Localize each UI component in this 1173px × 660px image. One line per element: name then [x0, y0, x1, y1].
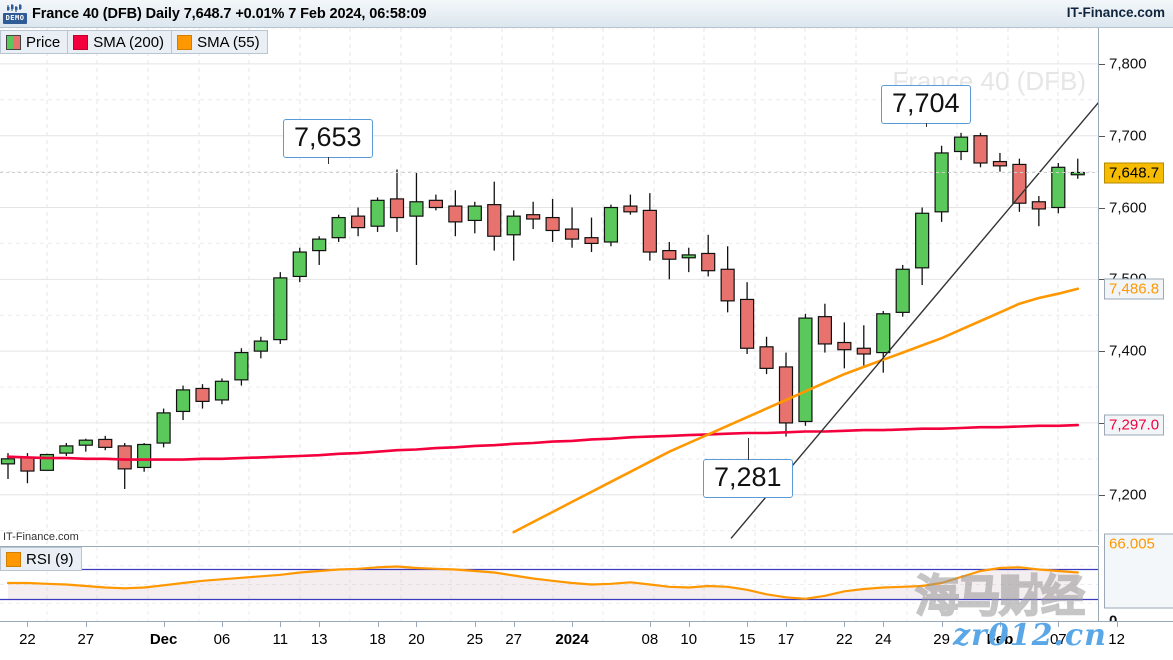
date-tick: [844, 622, 845, 627]
date-label-9: 27: [505, 631, 523, 648]
date-tick: [475, 622, 476, 627]
date-tick: [786, 622, 787, 627]
rsi-swatch-icon: [6, 551, 21, 567]
date-tick: [280, 622, 281, 627]
date-label-18: Feb: [986, 631, 1014, 648]
date-tick: [416, 622, 417, 627]
high-callout-7704-label: 7,704: [892, 88, 960, 118]
high-callout-7653[interactable]: 7,653: [283, 119, 373, 164]
date-label-19: 07: [1049, 631, 1067, 648]
date-label-8: 25: [466, 631, 484, 648]
date-tick: [27, 622, 28, 627]
price-chart-svg: [0, 28, 1098, 545]
rsi-panel[interactable]: RSI (9): [0, 546, 1099, 621]
date-tick: [883, 622, 884, 627]
date-label-7: 20: [408, 631, 425, 648]
value-axis[interactable]: 7,8007,7007,6007,5007,4007,3007,2007,648…: [1099, 28, 1173, 630]
date-tick: [514, 622, 515, 627]
date-tick: [86, 622, 87, 627]
brand-label: IT-Finance.com: [1066, 5, 1165, 20]
demo-badge-label: DEMO: [3, 12, 27, 24]
date-tick: [747, 622, 748, 627]
date-tick: [650, 622, 651, 627]
date-label-14: 17: [777, 631, 795, 648]
price-tick-4: 7,400: [1109, 342, 1147, 360]
sma55-value[interactable]: 7,486.8: [1104, 278, 1165, 300]
callout-stem: [327, 157, 329, 164]
mini-candles-icon: [7, 3, 22, 12]
rsi-chart-svg: [0, 547, 1098, 621]
price-tick-0: 7,800: [1109, 55, 1147, 73]
date-label-10: 2024: [555, 631, 589, 648]
sma200-swatch-icon: [73, 34, 89, 50]
chart-legend: Price SMA (200) SMA (55): [0, 30, 268, 54]
date-tick: [1058, 622, 1059, 627]
legend-item-price[interactable]: Price: [0, 30, 69, 54]
high-callout-7704[interactable]: 7,704: [881, 85, 971, 127]
date-tick: [1000, 622, 1001, 627]
legend-item-sma55[interactable]: SMA (55): [172, 30, 268, 54]
price-tick-6: 7,200: [1109, 486, 1147, 504]
price-tick-2: 7,600: [1109, 199, 1147, 216]
sma55-swatch-icon: [177, 34, 193, 50]
high-callout-7653-label: 7,653: [294, 122, 362, 152]
legend-item-sma200[interactable]: SMA (200): [68, 30, 173, 54]
date-tick: [1117, 622, 1118, 627]
date-label-1: 27: [77, 631, 95, 648]
demo-badge-icon: DEMO: [3, 3, 27, 25]
axis-tick: [1099, 63, 1105, 65]
callout-stem: [925, 123, 927, 127]
date-tick: [378, 622, 379, 627]
date-label-0: 22: [19, 631, 36, 648]
date-label-17: 29: [933, 631, 950, 648]
date-tick: [572, 622, 573, 627]
date-label-6: 18: [369, 631, 386, 648]
price-tick-1: 7,700: [1109, 127, 1147, 145]
axis-tick: [1099, 207, 1105, 209]
date-label-13: 15: [738, 631, 756, 648]
date-tick: [689, 622, 690, 627]
legend-label-sma55: SMA (55): [197, 33, 260, 51]
date-tick: [164, 622, 165, 627]
low-callout-7281[interactable]: 7,281: [703, 437, 793, 499]
provider-watermark: IT-Finance.com: [3, 531, 79, 543]
axis-tick: [1099, 494, 1105, 496]
date-label-5: 13: [310, 631, 328, 648]
date-label-15: 22: [836, 631, 853, 648]
low-callout-7281-label: 7,281: [714, 462, 782, 492]
legend-label-price: Price: [26, 33, 61, 51]
title-bar: DEMO France 40 (DFB) Daily 7,648.7 +0.01…: [0, 0, 1173, 28]
axis-tick: [1099, 351, 1105, 353]
date-label-20: 12: [1108, 631, 1125, 648]
price-swatch-icon: [6, 34, 21, 50]
axis-tick: [1099, 422, 1105, 424]
rsi-legend-label: RSI (9): [26, 550, 74, 568]
callout-stem: [747, 437, 749, 460]
rsi-legend-item[interactable]: RSI (9): [0, 547, 82, 571]
date-label-2: Dec: [149, 631, 178, 648]
date-label-4: 11: [272, 631, 289, 648]
date-tick: [222, 622, 223, 627]
date-label-11: 08: [641, 631, 659, 648]
date-tick: [319, 622, 320, 627]
axis-tick: [1099, 135, 1105, 137]
legend-label-sma200: SMA (200): [93, 33, 165, 51]
last-price[interactable]: 7,648.7: [1104, 162, 1165, 184]
date-axis[interactable]: 22 27 Dec 06 11 13 18 20 25 27 2024 08 10 15 17 22 24 29 F…: [0, 621, 1173, 660]
date-label-12: 10: [680, 631, 698, 648]
rsi-value[interactable]: 66.005: [1104, 533, 1173, 609]
date-tick: [942, 622, 943, 627]
sma200-value[interactable]: 7,297.0: [1104, 414, 1165, 436]
axis-tick: [1099, 279, 1105, 281]
date-label-16: 24: [874, 631, 892, 648]
window-title: France 40 (DFB) Daily 7,648.7 +0.01% 7 F…: [32, 5, 427, 22]
date-label-3: 06: [213, 631, 231, 648]
